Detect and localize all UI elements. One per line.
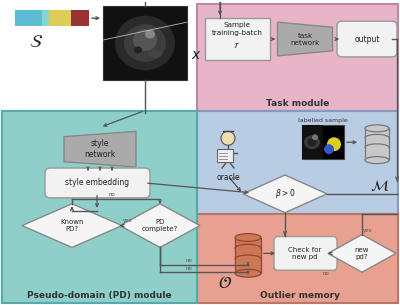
Text: Check for
new pd: Check for new pd — [288, 247, 322, 260]
Text: $\mathcal{S}$: $\mathcal{S}$ — [29, 33, 43, 51]
Bar — [365, 128, 389, 160]
Ellipse shape — [148, 50, 162, 58]
Text: Sample
training-batch
$\mathcal{T}$: Sample training-batch $\mathcal{T}$ — [212, 23, 262, 50]
Bar — [49, 10, 71, 26]
Bar — [235, 238, 261, 273]
Polygon shape — [278, 22, 332, 56]
Text: PD
complete?: PD complete? — [142, 219, 178, 232]
Polygon shape — [22, 204, 122, 247]
Bar — [197, 214, 398, 303]
Text: Task module: Task module — [266, 99, 330, 107]
Circle shape — [312, 134, 318, 140]
Text: $x$: $x$ — [191, 48, 202, 62]
Polygon shape — [64, 131, 136, 167]
Bar — [15, 10, 42, 26]
FancyBboxPatch shape — [45, 168, 150, 198]
Ellipse shape — [145, 30, 155, 38]
Bar — [42, 10, 49, 26]
Bar — [302, 125, 344, 159]
Ellipse shape — [235, 234, 261, 242]
Text: $\mathcal{M}$: $\mathcal{M}$ — [370, 178, 390, 193]
Ellipse shape — [365, 156, 389, 163]
Bar — [71, 10, 89, 26]
Text: yes: yes — [363, 228, 373, 232]
Bar — [217, 149, 233, 162]
Text: new
pd?: new pd? — [355, 247, 369, 260]
Text: Pseudo-domain (PD) module: Pseudo-domain (PD) module — [27, 291, 171, 300]
Bar — [2, 111, 197, 303]
Ellipse shape — [365, 125, 389, 132]
Polygon shape — [243, 175, 327, 213]
Text: Known
PD?: Known PD? — [60, 219, 84, 232]
FancyBboxPatch shape — [337, 21, 397, 57]
Polygon shape — [328, 235, 396, 272]
Ellipse shape — [133, 29, 157, 51]
Ellipse shape — [235, 269, 261, 277]
Bar — [197, 4, 398, 111]
Text: oracle: oracle — [216, 173, 240, 182]
Ellipse shape — [308, 138, 316, 146]
Bar — [197, 111, 398, 214]
Bar — [302, 125, 323, 159]
FancyBboxPatch shape — [274, 236, 337, 270]
Text: $\mathcal{O}$: $\mathcal{O}$ — [218, 274, 232, 292]
Text: yes: yes — [230, 176, 240, 181]
Bar — [205, 18, 270, 60]
Ellipse shape — [304, 135, 320, 149]
Bar — [103, 6, 187, 80]
Text: yes: yes — [123, 218, 133, 223]
Text: task
network: task network — [290, 33, 320, 45]
Text: style embedding: style embedding — [65, 178, 129, 188]
Text: no: no — [185, 266, 192, 271]
Polygon shape — [120, 204, 200, 247]
Text: Outlier memory: Outlier memory — [260, 291, 340, 300]
Text: output: output — [354, 34, 380, 44]
Ellipse shape — [124, 24, 166, 62]
Circle shape — [221, 131, 235, 145]
Ellipse shape — [134, 46, 142, 53]
Text: style
network: style network — [84, 139, 116, 159]
Text: no: no — [185, 258, 192, 263]
Text: no: no — [108, 192, 116, 197]
Circle shape — [324, 144, 334, 154]
Ellipse shape — [115, 16, 175, 70]
Text: $\beta > 0$: $\beta > 0$ — [275, 187, 295, 200]
Text: labelled sample: labelled sample — [298, 118, 348, 124]
Text: no: no — [322, 271, 330, 276]
Circle shape — [327, 137, 341, 151]
